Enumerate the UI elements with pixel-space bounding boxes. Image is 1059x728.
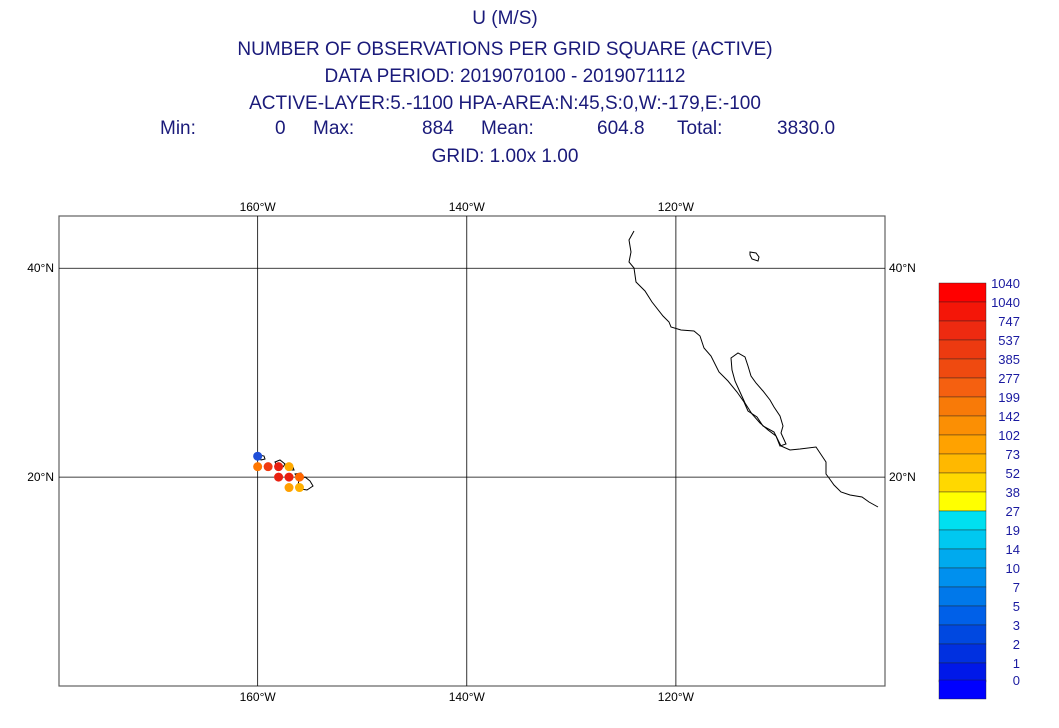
legend-swatch bbox=[938, 662, 987, 683]
observation-point bbox=[294, 472, 304, 482]
legend-label: 102 bbox=[998, 428, 1020, 443]
lon-label-bottom: 140°W bbox=[449, 690, 486, 704]
legend-swatch bbox=[938, 301, 987, 322]
graticule-labels: 160°W 160°W 140°W 140°W 120°W 120°W 40°N 40°N 20… bbox=[27, 200, 916, 704]
legend-swatch bbox=[938, 679, 987, 700]
legend-label: 142 bbox=[998, 409, 1020, 424]
observation-point bbox=[274, 472, 284, 482]
chart-title: U (M/S) bbox=[472, 8, 538, 29]
legend-swatch bbox=[938, 453, 987, 474]
legend-label: 385 bbox=[998, 352, 1020, 367]
observation-point bbox=[294, 483, 304, 493]
legend-label: 3 bbox=[1013, 618, 1020, 633]
legend-label: 2 bbox=[1013, 637, 1020, 652]
legend-label: 10 bbox=[1006, 561, 1020, 576]
legend-swatch bbox=[938, 339, 987, 360]
lat-label-left: 20°N bbox=[27, 470, 54, 484]
legend-swatch bbox=[938, 624, 987, 645]
legend-swatch bbox=[938, 567, 987, 588]
legend-swatch bbox=[938, 358, 987, 379]
total-value: 3830.0 bbox=[777, 118, 836, 139]
lat-label-right: 40°N bbox=[889, 261, 916, 275]
legend-swatch bbox=[938, 415, 987, 436]
color-legend: 1040104074753738527719914210273523827191… bbox=[938, 276, 1020, 700]
legend-label: 27 bbox=[1006, 504, 1020, 519]
legend-label: 199 bbox=[998, 390, 1020, 405]
lat-label-left: 40°N bbox=[27, 261, 54, 275]
observation-point bbox=[284, 472, 294, 482]
legend-swatch bbox=[938, 529, 987, 550]
observation-point bbox=[274, 462, 284, 472]
legend-label: 1040 bbox=[991, 276, 1020, 291]
legend-swatch bbox=[938, 605, 987, 626]
mean-label: Mean: bbox=[481, 118, 534, 139]
legend-label: 73 bbox=[1006, 447, 1020, 462]
lon-label-bottom: 120°W bbox=[658, 690, 695, 704]
legend-label: 19 bbox=[1006, 523, 1020, 538]
legend-swatch bbox=[938, 377, 987, 398]
legend-swatch bbox=[938, 586, 987, 607]
data-period: DATA PERIOD: 2019070100 - 2019071112 bbox=[324, 66, 686, 87]
lon-label-top: 140°W bbox=[449, 200, 486, 214]
legend-label: 38 bbox=[1006, 485, 1020, 500]
legend-swatch bbox=[938, 282, 987, 303]
lat-label-right: 20°N bbox=[889, 470, 916, 484]
grid-resolution: GRID: 1.00x 1.00 bbox=[431, 146, 579, 167]
observation-point bbox=[284, 483, 294, 493]
min-value: 0 bbox=[275, 118, 286, 139]
legend-label: 14 bbox=[1006, 542, 1020, 557]
min-label: Min: bbox=[160, 118, 196, 139]
legend-swatch bbox=[938, 548, 987, 569]
legend-label: 52 bbox=[1006, 466, 1020, 481]
total-label: Total: bbox=[677, 118, 723, 139]
legend-label: 537 bbox=[998, 333, 1020, 348]
legend-label: 7 bbox=[1013, 580, 1020, 595]
lon-label-bottom: 160°W bbox=[240, 690, 277, 704]
guadalupe-island bbox=[749, 251, 760, 262]
observation-point bbox=[253, 462, 263, 472]
max-label: Max: bbox=[313, 118, 355, 139]
legend-swatch bbox=[938, 643, 987, 664]
lon-label-top: 160°W bbox=[240, 200, 277, 214]
baja-peninsula-outline bbox=[730, 352, 787, 447]
legend-label: 1 bbox=[1013, 656, 1020, 671]
legend-label: 747 bbox=[998, 314, 1020, 329]
california-coastline bbox=[628, 230, 879, 508]
coastline bbox=[258, 230, 879, 508]
legend-swatch bbox=[938, 396, 987, 417]
legend-swatch bbox=[938, 320, 987, 341]
mean-value: 604.8 bbox=[597, 118, 645, 139]
legend-swatch bbox=[938, 434, 987, 455]
legend-swatch bbox=[938, 510, 987, 531]
map-frame bbox=[58, 215, 886, 687]
legend-swatch bbox=[938, 472, 987, 493]
layer-area: ACTIVE-LAYER:5.-1100 HPA-AREA:N:45,S:0,W… bbox=[249, 93, 761, 114]
legend-label: 0 bbox=[1013, 673, 1020, 688]
observation-point bbox=[284, 462, 294, 472]
max-value: 884 bbox=[422, 118, 454, 139]
legend-label: 277 bbox=[998, 371, 1020, 386]
observation-points bbox=[253, 451, 304, 493]
observation-point bbox=[253, 451, 263, 461]
graticule bbox=[59, 216, 885, 686]
legend-label: 5 bbox=[1013, 599, 1020, 614]
chart-subtitle: NUMBER OF OBSERVATIONS PER GRID SQUARE (… bbox=[237, 39, 773, 60]
legend-swatch bbox=[938, 491, 987, 512]
observation-point bbox=[263, 462, 273, 472]
stats-row: Min: 0 Max: 884 Mean: 604.8 Total: 3830.… bbox=[0, 118, 1059, 144]
lon-label-top: 120°W bbox=[658, 200, 695, 214]
legend-label: 1040 bbox=[991, 295, 1020, 310]
